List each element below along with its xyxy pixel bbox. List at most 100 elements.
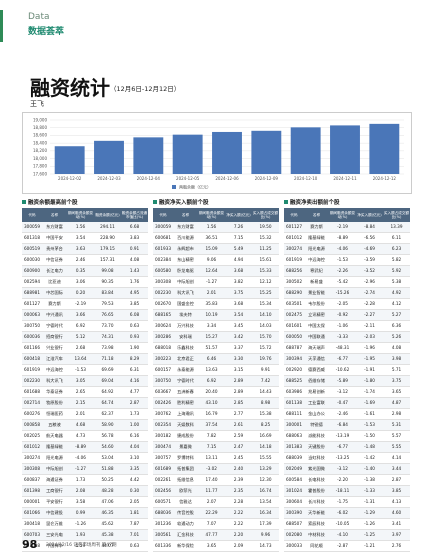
table-row: 688981 中芯国际 0.20 83.84 4.95 [22, 288, 148, 299]
cell: 中信证券 [46, 257, 63, 262]
cell: 1.56 [75, 224, 86, 229]
cell: 56.78 [101, 433, 114, 438]
cell: 北京君正 [177, 356, 194, 361]
cell: 603667 [155, 389, 171, 394]
cell: 百川能源 [177, 235, 194, 240]
table-row: 301236 软通动力 7.07 2.22 17.39 [153, 519, 279, 530]
legend-label: 两融余额（亿元） [179, 184, 211, 190]
cell: 中国神华 [46, 543, 63, 548]
cell: 3.82 [233, 279, 244, 284]
cell: -1.26 [75, 521, 86, 526]
cell: -1.06 [337, 323, 348, 328]
cell: 601919 [286, 257, 302, 262]
cell: 万兴科技 [177, 323, 194, 328]
cell: 赛力斯 [310, 224, 323, 229]
cell: 2.28 [233, 499, 244, 504]
cell: 比亚迪 [48, 279, 61, 284]
cell: 15.38 [259, 411, 272, 416]
table-row: 601688 华泰证券 2.65 64.92 4.77 [22, 387, 148, 398]
table-row: 300033 同花顺 -2.87 -1.21 2.76 [284, 541, 410, 552]
column-header: 代码 [159, 212, 167, 217]
cell: 601127 [286, 224, 302, 229]
cell: 294.11 [100, 224, 115, 229]
cell: -8.84 [364, 224, 375, 229]
cell: 平安银行 [46, 499, 63, 504]
cell: 002456 [155, 488, 171, 493]
table-row: 300624 万兴科技 3.34 3.45 14.03 [153, 321, 279, 332]
cell: -13.19 [335, 433, 350, 438]
x-tick-label: 2024-12-04 [137, 176, 161, 181]
cell: 6.68 [129, 224, 140, 229]
cell: 长江电力 [46, 268, 63, 273]
cell: 3.85 [391, 488, 402, 493]
table-row: 688256 寒武纪 -2.26 -3.52 5.92 [284, 266, 410, 277]
cell: 4.94 [233, 257, 244, 262]
cell: 4.87 [391, 400, 402, 405]
table-title: 融资净卖出额前个股 [284, 198, 410, 208]
table-row: 688063 派能科技 -13.19 -1.50 5.57 [284, 431, 410, 442]
cell: 14.18 [259, 444, 272, 449]
column-header: 名称 [50, 212, 59, 217]
bar [330, 125, 360, 174]
table-row: 300474 景嘉微 7.15 2.47 14.18 [153, 442, 279, 453]
cell: 2.77 [233, 411, 244, 416]
cell: 乐鑫科技 [177, 345, 194, 350]
title: 融资统计 [30, 76, 110, 100]
cell: 600276 [24, 411, 40, 416]
cell: 1.90 [129, 345, 140, 350]
chart: 17,600 17,800 18,000 18,200 18,400 18,600 18,8… [22, 112, 412, 194]
cell: -4.06 [75, 455, 86, 460]
cell: 002384 [155, 257, 171, 262]
cell: 卧龙电驱 [177, 268, 194, 273]
cell: 300308 [24, 466, 40, 471]
cell: 拓维信息 [177, 477, 194, 482]
cell: -4.69 [364, 246, 375, 251]
cell: 002080 [286, 532, 302, 537]
cell: 14.43 [259, 389, 272, 394]
table-row: 300394 天孚通信 -6.77 -1.95 3.98 [284, 354, 410, 365]
cell: -1.25 [364, 532, 375, 537]
column-header: 净买入额(亿元) [357, 212, 382, 217]
cell: 0.20 [75, 290, 86, 295]
section-en: Data [28, 12, 50, 22]
cell: 13.11 [205, 455, 218, 460]
cell: 2.65 [75, 389, 86, 394]
table-row: 300308 中际旭创 -1.27 51.88 3.35 [22, 464, 148, 475]
cell: 长电科技 [308, 477, 325, 482]
cell: 7.42 [260, 378, 271, 383]
cell: 601166 [24, 345, 40, 350]
cell: 300274 [24, 455, 40, 460]
cell: 中材科技 [308, 532, 325, 537]
cell: 2.98 [391, 411, 402, 416]
cell: 1.81 [129, 510, 140, 515]
cell: 同花顺 [310, 543, 323, 548]
table-row: 300604 长川科技 -1.75 -1.31 4.13 [284, 497, 410, 508]
cell: -1.80 [364, 378, 375, 383]
cell: 天华新能 [308, 510, 325, 515]
table-row: 300274 阳光电源 -4.06 53.04 3.10 [22, 453, 148, 464]
cell: 中兴通讯 [46, 312, 63, 317]
cell: 5.27 [391, 312, 402, 317]
table-row: 601012 隆基绿能 -8.89 -6.56 6.11 [284, 233, 410, 244]
table-row: 600030 中信证券 2.46 157.31 4.08 [22, 255, 148, 266]
cell: 6.92 [75, 323, 86, 328]
cell: 36.51 [205, 235, 218, 240]
cell: 228.90 [100, 235, 115, 240]
cell: -18.11 [335, 488, 350, 493]
cell: 300274 [286, 246, 302, 251]
cell: -3.59 [364, 257, 375, 262]
cell: 64.92 [101, 389, 114, 394]
cell: 688290 [286, 290, 302, 295]
cell: 海天瑞声 [308, 345, 325, 350]
cell: -1.53 [75, 367, 86, 372]
cell: 中国联通 [308, 334, 325, 339]
table-row: 002230 科大讯飞 2.01 3.75 15.25 [153, 288, 279, 299]
cell: 2.22 [233, 521, 244, 526]
cell: 恒瑞医药 [46, 411, 63, 416]
table: 融资净买入额前个股 代码 名称 期间融资余额变动(%) 净买入额(亿元) 买入额占成交额比… [153, 198, 279, 552]
cell: 6.16 [129, 433, 140, 438]
cell: 600584 [286, 477, 302, 482]
column-header: 净买入额(亿元) [226, 212, 251, 217]
cell: 3.54 [233, 312, 244, 317]
column-header: 融资余额(亿元) [95, 212, 120, 217]
